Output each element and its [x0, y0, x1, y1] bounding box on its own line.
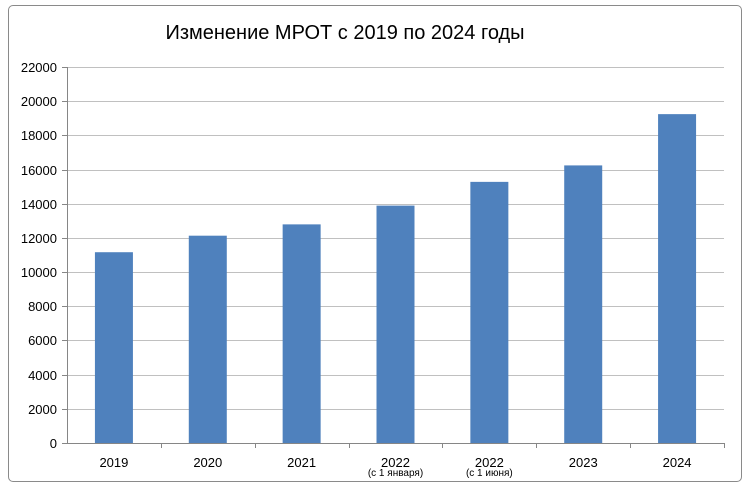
bar — [188, 235, 227, 443]
bar — [282, 224, 321, 443]
bar — [564, 165, 603, 443]
y-tick-label: 10000 — [21, 265, 57, 280]
bar — [376, 205, 415, 443]
x-tick-sublabel: (с 1 июня) — [466, 468, 513, 479]
y-tick-label: 8000 — [28, 299, 57, 314]
bar — [658, 114, 697, 444]
x-axis-labels: 2019 2020 2021 2022(с 1 января)2022(с 1 июн… — [99, 455, 691, 479]
y-tick-label: 20000 — [21, 94, 57, 109]
y-tick-label: 6000 — [28, 333, 57, 348]
y-tick-label: 22000 — [21, 60, 57, 75]
x-tick-label: 2023 — [569, 455, 598, 470]
y-tick-label: 0 — [50, 436, 57, 451]
x-tick-label: 2022 — [475, 455, 504, 470]
y-tick-label: 2000 — [28, 402, 57, 417]
x-tick-label: 2021 — [287, 455, 316, 470]
bars — [94, 114, 697, 444]
x-tick-sublabel: (с 1 января) — [368, 468, 423, 479]
y-tick-label: 16000 — [21, 163, 57, 178]
x-tick-label: 2019 — [99, 455, 128, 470]
y-axis-ticks: 0 2000 4000 6000 8000 10000 12000 14000 16000 180… — [21, 60, 57, 451]
chart-title: Изменение МРОТ с 2019 по 2024 годы — [165, 22, 525, 44]
y-tick-label: 12000 — [21, 231, 57, 246]
x-tick-label: 2020 — [193, 455, 222, 470]
x-tick-label: 2022 — [381, 455, 410, 470]
y-tick-label: 18000 — [21, 128, 57, 143]
axes — [62, 67, 725, 448]
x-tick-label: 2024 — [663, 455, 692, 470]
bar — [470, 181, 509, 444]
bar — [94, 252, 133, 443]
y-tick-label: 14000 — [21, 197, 57, 212]
y-tick-label: 4000 — [28, 368, 57, 383]
gridlines — [67, 67, 724, 410]
